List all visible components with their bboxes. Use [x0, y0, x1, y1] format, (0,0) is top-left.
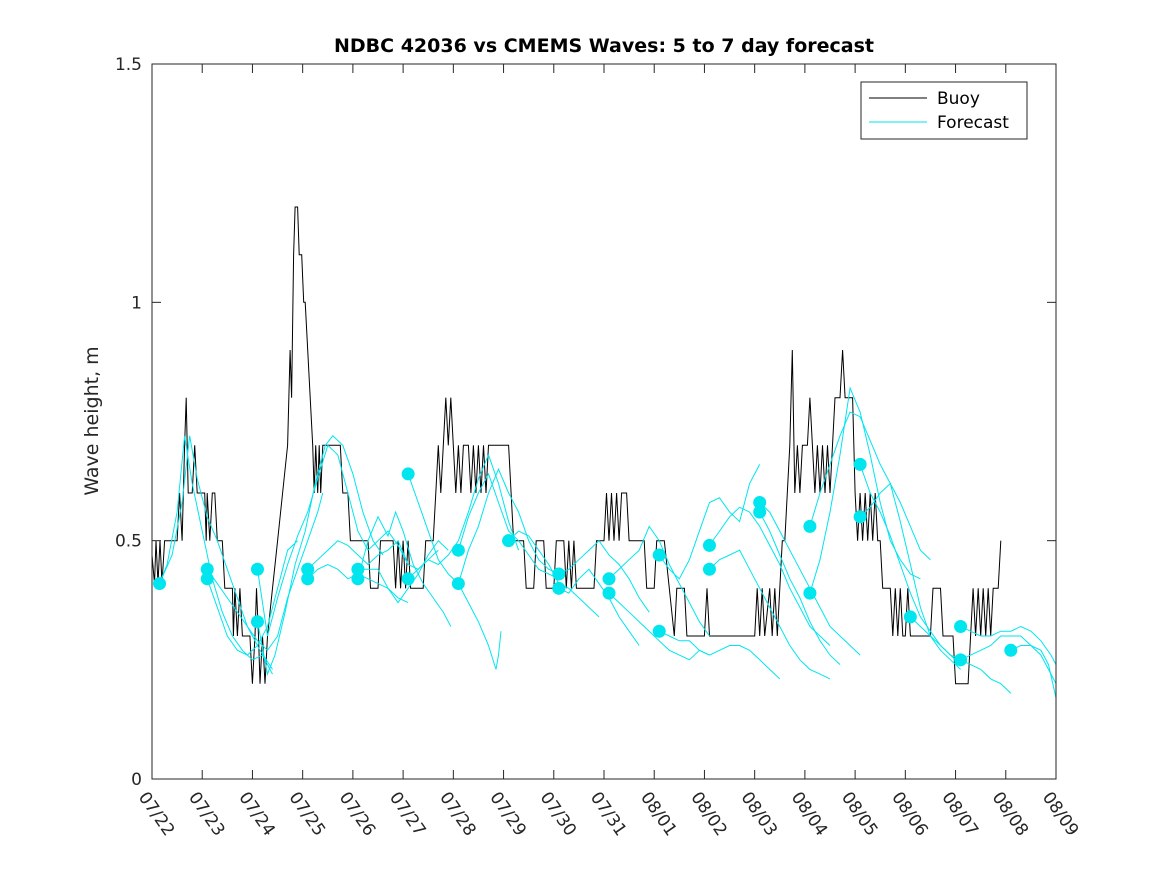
forecast-line [357, 510, 452, 627]
forecast-marker [401, 572, 415, 586]
buoy-series [151, 206, 1002, 685]
forecast-line [709, 549, 831, 680]
forecast-line [558, 539, 650, 613]
forecast-line [960, 625, 1057, 665]
forecast-line [257, 444, 409, 637]
forecast-marker [803, 586, 817, 600]
forecast-marker [1004, 643, 1018, 657]
forecast-marker [652, 548, 666, 562]
forecast-marker [702, 562, 716, 576]
forecast-marker [753, 496, 767, 510]
legend-box [860, 81, 1028, 140]
forecast-line [608, 592, 710, 661]
forecast-line [407, 473, 502, 670]
forecast-line [307, 539, 439, 570]
forecast-line [658, 630, 781, 680]
forecast-marker [753, 505, 767, 519]
forecast-marker [301, 572, 315, 586]
forecast-line [357, 539, 449, 604]
forecast-marker [451, 543, 465, 557]
forecast-marker [652, 624, 666, 638]
forecast-line [159, 435, 273, 670]
chart-title: NDBC 42036 vs CMEMS Waves: 5 to 7 day fo… [334, 35, 874, 57]
forecast-marker [853, 510, 867, 524]
forecast-marker [351, 572, 365, 586]
legend-forecast-label: Forecast [937, 113, 1009, 133]
forecast-marker [702, 538, 716, 552]
forecast-marker [502, 534, 516, 548]
forecast-line [809, 411, 931, 561]
forecast-line [608, 525, 710, 637]
y-tick-label: 0.5 [115, 532, 142, 552]
forecast-marker [351, 562, 365, 576]
forecast-marker [954, 619, 968, 633]
forecast-line [960, 635, 1057, 684]
buoy-line [151, 206, 1002, 685]
y-tick-label: 1 [131, 293, 142, 313]
forecast-marker [903, 610, 917, 624]
forecast-series [153, 386, 1057, 699]
forecast-line [457, 472, 560, 580]
forecast-line [206, 492, 324, 652]
forecast-line [558, 568, 640, 646]
forecast-marker [153, 577, 167, 591]
forecast-marker [602, 572, 616, 586]
forecast-marker [451, 577, 465, 591]
forecast-marker [954, 653, 968, 667]
forecast-marker [602, 586, 616, 600]
forecast-line [859, 482, 961, 670]
legend: Buoy Forecast [860, 81, 1028, 140]
forecast-line [759, 511, 841, 665]
forecast-marker [200, 562, 214, 576]
forecast-line [407, 453, 520, 580]
forecast-marker [250, 562, 264, 576]
forecast-line [709, 506, 831, 646]
forecast-marker [552, 567, 566, 581]
legend-buoy-label: Buoy [937, 89, 980, 109]
y-tick-label: 0 [131, 770, 142, 790]
forecast-marker [552, 581, 566, 595]
forecast-marker [401, 467, 415, 481]
forecast-line [257, 435, 384, 676]
plot-area [152, 64, 1056, 779]
forecast-line [1010, 645, 1057, 699]
y-axis-label: Wave height, m [81, 346, 103, 495]
forecast-marker [200, 572, 214, 586]
forecast-line [206, 540, 298, 656]
forecast-line [457, 467, 560, 584]
y-tick-label: 1.5 [115, 55, 142, 75]
forecast-marker [803, 519, 817, 533]
forecast-marker [301, 562, 315, 576]
forecast-line [809, 386, 921, 594]
forecast-marker [250, 615, 264, 629]
forecast-marker [853, 457, 867, 471]
